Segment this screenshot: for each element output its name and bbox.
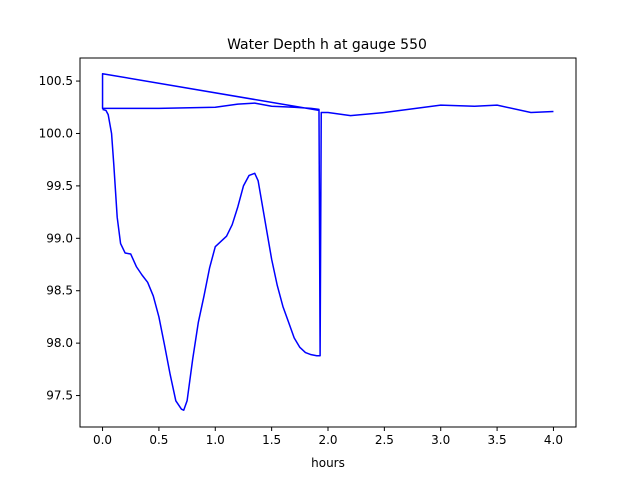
series-line-2 <box>102 108 321 411</box>
chart-title: Water Depth h at gauge 550 <box>227 37 427 53</box>
x-tick-label: 0.0 <box>93 433 112 447</box>
x-tick-label: 0.5 <box>149 433 168 447</box>
x-tick-label: 2.0 <box>318 433 337 447</box>
x-tick-label: 3.5 <box>488 433 507 447</box>
x-tick-label: 1.5 <box>262 433 281 447</box>
series-line-1 <box>101 72 554 357</box>
y-tick-label: 98.5 <box>46 284 73 298</box>
y-tick-label: 97.5 <box>46 389 73 403</box>
y-tick-label: 100.5 <box>39 74 73 88</box>
y-tick-label: 99.0 <box>46 231 73 245</box>
plot-area-frame <box>79 57 577 428</box>
x-axis-label: hours <box>311 456 345 470</box>
x-tick-label: 2.5 <box>375 433 394 447</box>
y-axis-ticks: 97.5 98.0 98.5 99.0 99.5 100.0 100.5 <box>39 74 80 403</box>
y-tick-label: 98.0 <box>46 336 73 350</box>
x-tick-label: 3.0 <box>431 433 450 447</box>
x-tick-label: 1.0 <box>206 433 225 447</box>
x-tick-label: 4.0 <box>544 433 563 447</box>
y-tick-label: 100.0 <box>39 126 73 140</box>
y-tick-label: 99.5 <box>46 179 73 193</box>
series-lines <box>101 72 554 411</box>
x-axis-ticks: 0.0 0.5 1.0 1.5 2.0 2.5 3.0 3.5 4.0 <box>93 427 563 447</box>
